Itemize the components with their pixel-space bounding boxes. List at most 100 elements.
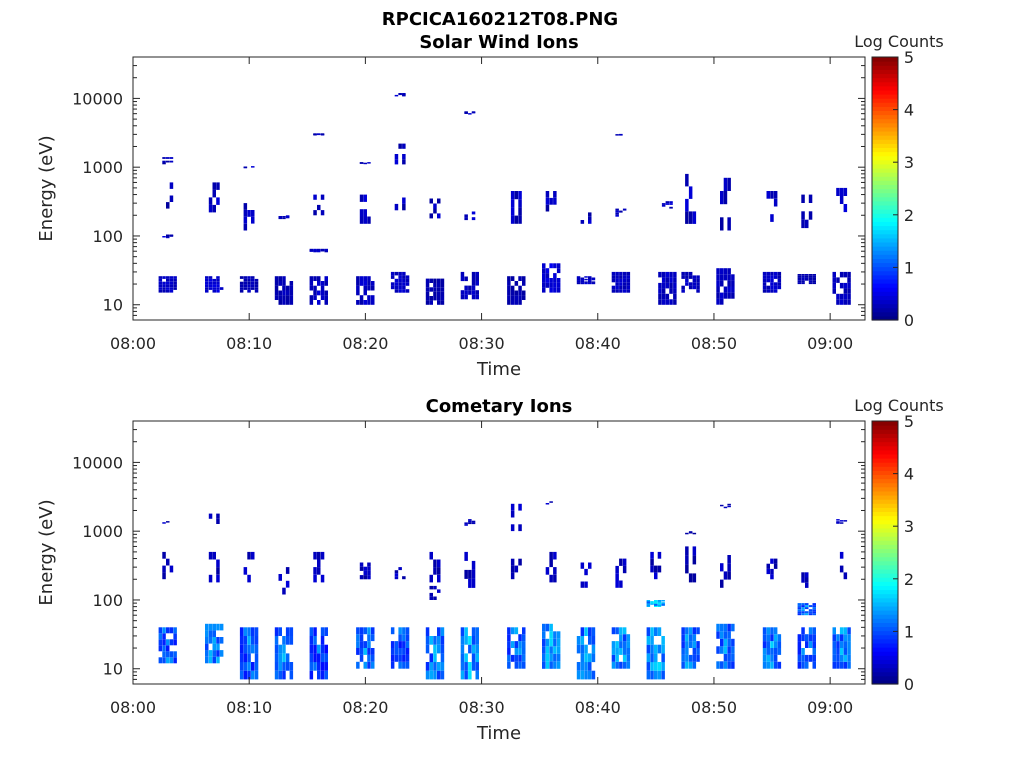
data-cell (669, 271, 673, 278)
colorbar-segment (872, 295, 898, 301)
data-cell (685, 546, 689, 556)
data-cell (464, 276, 468, 282)
data-cell (429, 213, 433, 219)
data-cell (766, 271, 770, 276)
data-cell (556, 646, 561, 654)
data-cell (216, 637, 220, 644)
data-cell (313, 194, 317, 200)
data-cell (162, 522, 166, 524)
data-cell (773, 275, 778, 279)
data-cell (626, 634, 631, 642)
colorbar-tick-label: 5 (904, 48, 914, 67)
data-cell (166, 281, 170, 285)
data-cell (839, 293, 844, 300)
data-cell (363, 216, 367, 224)
colorbar-segment (872, 618, 898, 623)
data-cell (657, 662, 662, 671)
data-cell (367, 627, 371, 635)
data-cell (212, 630, 216, 637)
data-cell (522, 290, 526, 296)
data-cell (405, 289, 410, 293)
data-cell (766, 634, 770, 642)
data-cell (522, 654, 526, 662)
data-cell (847, 641, 851, 648)
data-cell (797, 611, 802, 614)
data-cell (580, 627, 585, 636)
data-cell (216, 284, 220, 288)
data-cell (394, 641, 399, 648)
colorbar-segment (872, 274, 898, 280)
data-cell (812, 275, 816, 278)
data-cell (254, 281, 259, 285)
data-cell (247, 670, 251, 680)
colorbar-tick-label: 2 (904, 206, 914, 225)
data-cell (394, 271, 399, 276)
data-cell (766, 627, 770, 635)
data-cell (429, 592, 433, 597)
data-cell (166, 645, 170, 652)
data-cell (356, 285, 360, 291)
data-cell (588, 220, 592, 224)
data-cell (243, 636, 248, 645)
data-cell (251, 551, 255, 560)
data-cell (324, 248, 328, 251)
data-cell (254, 289, 259, 293)
data-cell (317, 290, 321, 296)
data-cell (285, 567, 290, 574)
data-cell (611, 289, 616, 293)
data-cell (510, 215, 515, 224)
data-cell (658, 271, 662, 278)
data-cell (615, 573, 619, 581)
data-cell (847, 648, 851, 655)
data-cell (843, 648, 848, 655)
data-cell (289, 285, 294, 291)
colorbar-segment (872, 597, 898, 603)
data-cell (468, 290, 472, 295)
colorbar-segment (872, 457, 898, 463)
data-cell (673, 299, 677, 305)
plot-area (133, 57, 865, 320)
data-cell (622, 278, 627, 283)
data-cell (843, 299, 848, 305)
colorbar-segment (872, 283, 898, 288)
data-cell (801, 613, 805, 616)
colorbar-segment (872, 196, 898, 202)
data-cell (545, 278, 550, 283)
data-cell (324, 653, 328, 663)
data-cell (475, 636, 479, 645)
data-cell (688, 275, 693, 279)
data-cell (429, 653, 433, 663)
data-cell (720, 623, 724, 632)
data-cell (615, 282, 619, 286)
data-cell (588, 662, 592, 671)
colorbar-segment (872, 441, 898, 447)
data-cell (162, 284, 166, 288)
data-cell (762, 285, 767, 290)
colorbar-segment (872, 180, 898, 185)
data-cell (727, 292, 731, 299)
data-cell (839, 641, 844, 648)
data-cell (510, 503, 515, 511)
data-cell (797, 274, 802, 276)
data-cell (216, 281, 220, 285)
colorbar-segment (872, 200, 898, 206)
data-cell (584, 653, 588, 663)
data-cell (367, 162, 371, 164)
data-cell (622, 641, 627, 648)
data-cell (808, 275, 813, 278)
data-cell (522, 276, 526, 281)
data-cell (514, 191, 519, 200)
data-cell (646, 602, 651, 604)
data-cell (216, 513, 220, 519)
data-cell (843, 187, 848, 196)
data-cell (619, 289, 623, 293)
data-cell (685, 661, 689, 669)
data-cell (650, 644, 654, 654)
colorbar-segment (872, 511, 898, 517)
data-cell (166, 278, 170, 282)
data-cell (727, 280, 731, 287)
data-cell (158, 645, 163, 652)
colorbar-segment (872, 642, 898, 648)
data-cell (464, 217, 468, 221)
data-cell (212, 623, 216, 631)
